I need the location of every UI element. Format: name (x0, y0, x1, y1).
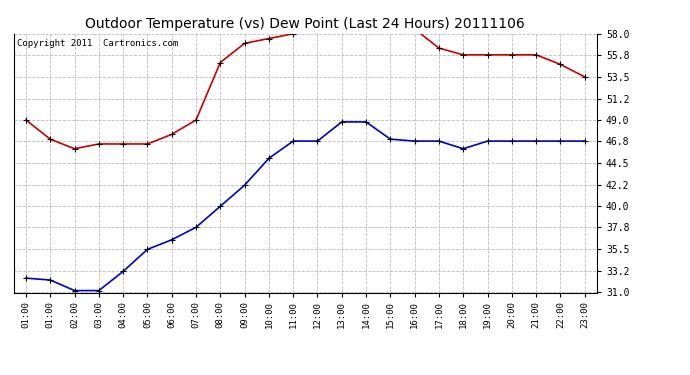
Title: Outdoor Temperature (vs) Dew Point (Last 24 Hours) 20111106: Outdoor Temperature (vs) Dew Point (Last… (86, 17, 525, 31)
Text: Copyright 2011  Cartronics.com: Copyright 2011 Cartronics.com (17, 39, 178, 48)
